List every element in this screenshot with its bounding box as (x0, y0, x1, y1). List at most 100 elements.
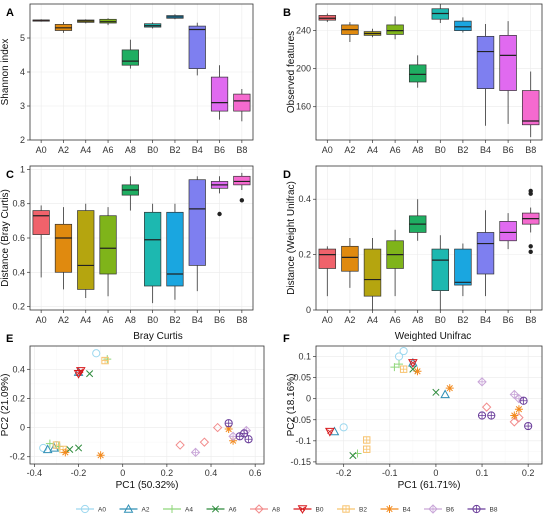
points (324, 346, 533, 460)
marker-B4 (413, 367, 422, 376)
marker-B8 (477, 411, 487, 420)
x-tick-label: A6 (103, 315, 114, 325)
marker-asterisk (514, 405, 523, 414)
marker-B0 (324, 427, 335, 437)
marker-square-plus (363, 446, 370, 453)
box-body (341, 245, 359, 272)
box-body (521, 90, 540, 126)
x-tick-label: B0 (435, 145, 446, 155)
points (39, 349, 253, 460)
marker-A2 (440, 389, 450, 399)
marker-circle-plus-lines (225, 419, 233, 427)
marker-asterisk (445, 384, 454, 393)
marker-cross (432, 388, 440, 396)
marker-diamond-plus-lines (510, 390, 519, 399)
x-tick-label: A4 (367, 145, 378, 155)
y-tick-label: 0.4 (298, 194, 311, 204)
panel-background (316, 346, 542, 464)
x-tick-label: A0 (36, 145, 47, 155)
marker-cross (86, 370, 94, 378)
y-tick-label: -0.05 (290, 415, 311, 425)
marker-A8 (212, 422, 223, 433)
x-tick-label: B4 (192, 315, 203, 325)
box-body (454, 20, 472, 31)
x-tick-label: B6 (214, 315, 225, 325)
x-tick-label: -0.4 (27, 468, 43, 478)
y-tick-label: 0 (20, 423, 25, 433)
panel-frame (315, 3, 543, 141)
box-B8 (521, 71, 540, 138)
marker-diamond (175, 440, 185, 450)
marker-circle-plus-lines (524, 422, 532, 430)
x-tick-label: 0.2 (161, 468, 174, 478)
marker-A8 (175, 440, 185, 450)
marker-cross (75, 444, 83, 452)
x-tick-label: B4 (192, 145, 203, 155)
marker-down-triangle (324, 427, 335, 437)
marker-A4 (103, 355, 112, 364)
marker-A6 (66, 445, 74, 453)
marker-B8 (487, 411, 496, 420)
box-B0 (431, 235, 450, 310)
marker-diamond-plus-lines (191, 448, 200, 457)
y-tick-label: 0 (306, 394, 311, 404)
x-tick-label: B6 (503, 145, 514, 155)
x-axis-title: PC1 (61.71%) (398, 480, 461, 491)
marker-circle-plus-lines (487, 411, 495, 420)
box-body (363, 248, 382, 297)
marker-B8 (224, 419, 233, 428)
marker-triangle (42, 444, 53, 454)
marker-A0 (39, 443, 48, 453)
y-axis-title: Distance (Bray Curtis) (0, 189, 11, 287)
legend: A0 A2 A4 A6 A8 B0 B2 B4 B6 B8 (76, 503, 498, 515)
marker-B2 (101, 356, 109, 365)
x-tick-label: A6 (103, 145, 114, 155)
y-tick-label: 3 (20, 101, 25, 111)
marker-asterisk (61, 448, 70, 457)
box-body (499, 35, 517, 91)
marker-cross (349, 452, 357, 460)
marker-circle-plus-lines (244, 435, 253, 443)
marker-A0 (399, 346, 408, 356)
marker-asterisk (385, 505, 394, 513)
box-body (233, 175, 251, 186)
marker-B6 (509, 389, 520, 400)
marker-down-triangle-cross (78, 368, 84, 374)
marker-plus (45, 439, 54, 448)
marker-circle-plus-lines (478, 411, 486, 420)
box-body (476, 35, 495, 89)
box-A2 (341, 238, 359, 288)
marker-A0 (339, 423, 348, 432)
x-tick-label: B0 (147, 145, 158, 155)
outlier-point (217, 211, 222, 217)
marker-down-triangle (408, 359, 418, 368)
marker-diamond-plus-lines (514, 394, 523, 403)
panel-a: 2 3 4 5 A0 A2 A4 A6 A8 B0 B2 B4 B6 B8 Shannon index A (0, 3, 254, 155)
x-tick-label: -0.2 (336, 468, 352, 478)
y-tick-label: 0.1 (298, 352, 311, 362)
box-A2 (54, 22, 73, 33)
marker-A4 (390, 363, 399, 372)
box-A2 (54, 207, 73, 290)
marker-B4 (514, 405, 523, 414)
marker-B2 (342, 505, 350, 513)
y-tick-label: -0.2 (9, 452, 25, 462)
y-tick-label: 240 (296, 26, 311, 36)
marker-A8 (481, 402, 492, 412)
box-A6 (99, 18, 117, 26)
box-body (431, 248, 450, 291)
legend-label: A2 (142, 507, 150, 514)
panel-title: Bray Curtis (133, 331, 182, 342)
x-tick-label: 0.4 (205, 468, 218, 478)
marker-B6 (190, 447, 201, 458)
box-A6 (386, 229, 404, 297)
x-tick-label: A8 (412, 145, 423, 155)
y-tick-label: 200 (296, 64, 311, 74)
x-tick-label: A0 (322, 145, 333, 155)
panel-background (30, 346, 264, 464)
panel-letter: E (6, 333, 13, 345)
legend-item-A2: A2 (119, 503, 150, 514)
marker-diamond (254, 504, 264, 514)
